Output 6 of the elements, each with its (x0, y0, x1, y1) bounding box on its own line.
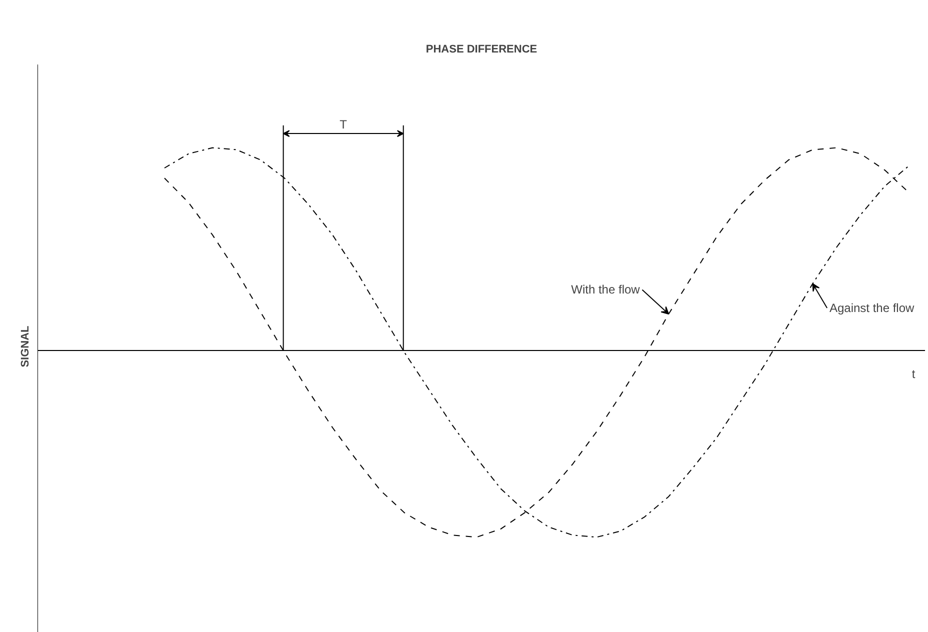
text: T (340, 117, 348, 132)
chart-title: PHASE DIFFERENCE (426, 44, 538, 56)
text: With the flow (571, 282, 640, 297)
y-axis-title: SIGNAL (20, 325, 32, 368)
series-label: Against the flow (829, 300, 915, 315)
x-axis-title: t (912, 366, 916, 381)
